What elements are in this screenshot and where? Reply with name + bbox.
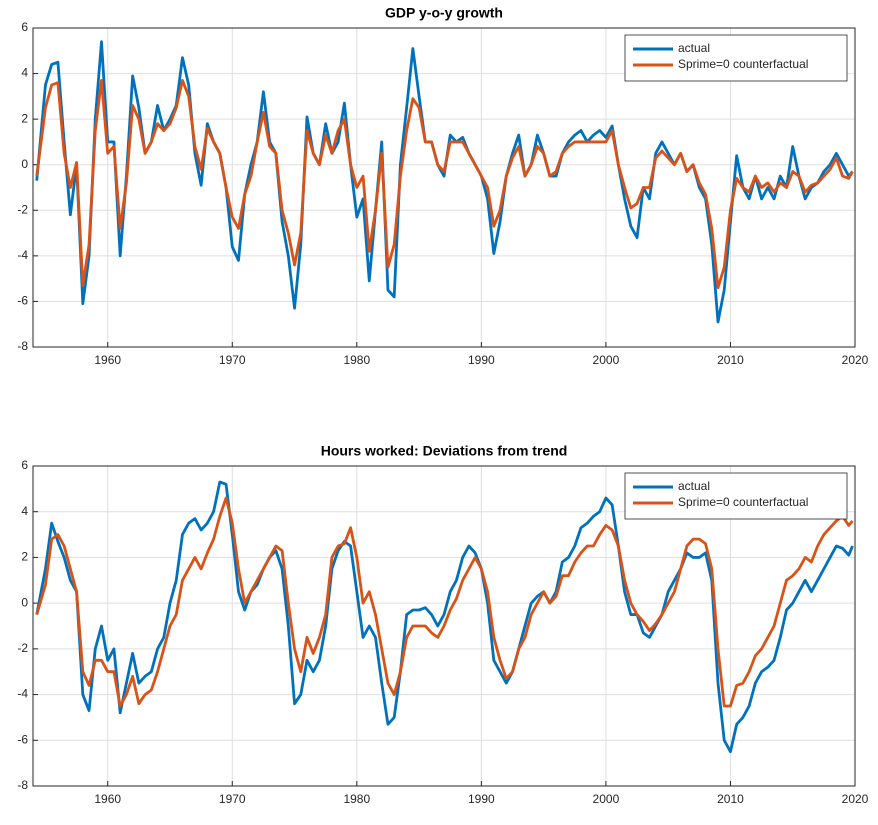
y-tick-label: -6 — [17, 732, 28, 746]
series-line — [35, 79, 854, 290]
y-tick-label: 4 — [21, 504, 28, 518]
legend-box — [624, 34, 848, 82]
y-tick-label: 4 — [21, 66, 28, 80]
y-tick-label: -8 — [17, 778, 28, 792]
x-tick-label: 1990 — [468, 353, 495, 367]
y-tick-label: -4 — [17, 687, 28, 701]
y-tick-label: -2 — [17, 202, 28, 216]
y-tick-label: -4 — [17, 248, 28, 262]
axes-box — [32, 27, 856, 348]
x-tick-label: 2010 — [717, 353, 744, 367]
legend-label: actual — [678, 41, 710, 55]
x-tick-label: 2000 — [593, 792, 620, 806]
x-tick-label: 2010 — [717, 792, 744, 806]
x-tick-label: 1970 — [219, 792, 246, 806]
axes-box — [32, 465, 856, 787]
y-tick-label: 2 — [21, 111, 28, 125]
x-tick-label: 1960 — [94, 792, 121, 806]
y-tick-label: 2 — [21, 550, 28, 564]
y-tick-label: 0 — [21, 157, 28, 171]
y-tick-label: 0 — [21, 595, 28, 609]
x-tick-label: 2000 — [593, 353, 620, 367]
y-tick-label: -8 — [17, 339, 28, 353]
x-tick-label: 1970 — [219, 353, 246, 367]
legend-label: actual — [678, 479, 710, 493]
y-tick-label: 6 — [21, 20, 28, 34]
legend-label: Sprime=0 counterfactual — [678, 495, 808, 509]
x-tick-label: 2020 — [842, 353, 869, 367]
legend-box — [624, 472, 848, 520]
chart-title: Hours worked: Deviations from trend — [321, 443, 568, 459]
y-tick-label: -2 — [17, 641, 28, 655]
x-tick-label: 2020 — [842, 792, 869, 806]
y-tick-label: -6 — [17, 294, 28, 308]
chart-title: GDP y-o-y growth — [385, 5, 503, 21]
y-tick-label: 6 — [21, 458, 28, 472]
series-line — [35, 496, 854, 708]
x-tick-label: 1990 — [468, 792, 495, 806]
series-line — [35, 480, 854, 754]
x-tick-label: 1960 — [94, 353, 121, 367]
legend-label: Sprime=0 counterfactual — [678, 57, 808, 71]
x-tick-label: 1980 — [343, 792, 370, 806]
x-tick-label: 1980 — [343, 353, 370, 367]
